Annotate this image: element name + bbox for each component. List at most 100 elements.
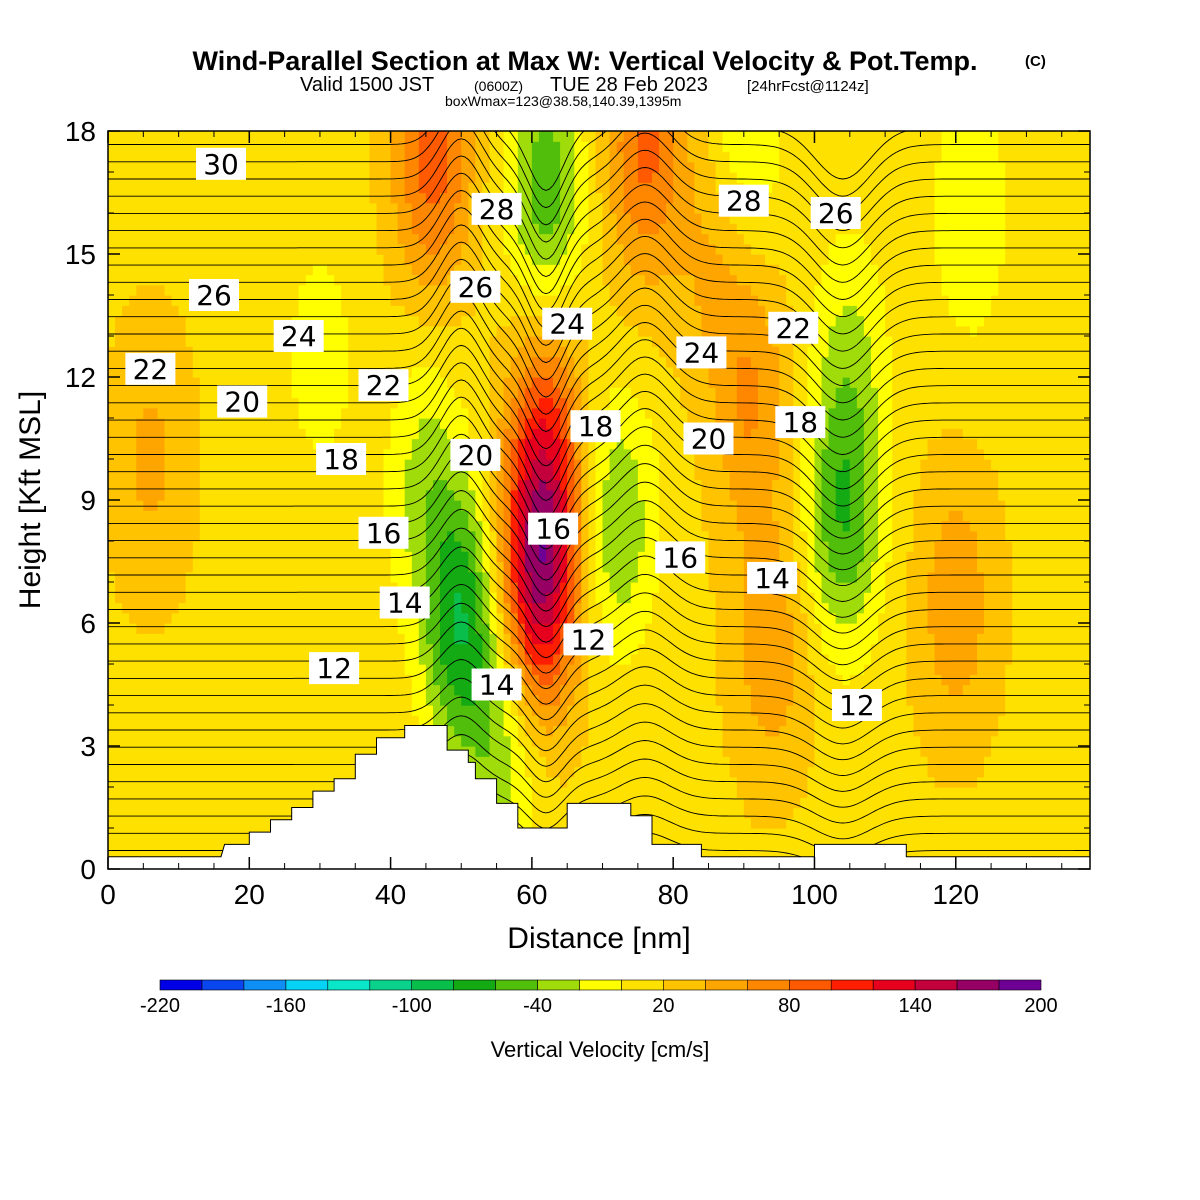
velocity-cell [348,582,356,593]
velocity-cell [185,694,194,706]
velocity-cell [228,551,236,563]
velocity-cell [312,407,321,419]
velocity-cell [397,674,406,686]
velocity-cell [206,315,215,327]
velocity-cell [411,377,420,388]
velocity-cell [249,489,257,501]
velocity-cell [418,377,427,388]
velocity-cell [178,325,187,337]
velocity-cell [164,346,173,358]
velocity-cell [164,582,173,593]
velocity-cell [115,202,123,214]
velocity-cell [418,141,427,153]
velocity-cell [263,459,272,470]
velocity-cell [588,715,597,727]
velocity-cell [185,459,194,470]
velocity-cell [122,151,130,163]
velocity-cell [185,838,194,850]
velocity-cell [496,387,505,399]
velocity-cell [178,161,187,173]
velocity-cell [178,315,187,327]
velocity-cell [150,407,159,419]
velocity-cell [581,510,589,522]
velocity-cell [277,356,286,368]
velocity-cell [206,346,215,358]
velocity-cell [256,592,265,604]
velocity-cell [454,664,462,675]
velocity-cell [496,510,505,522]
velocity-cell [305,387,314,399]
velocity-cell [560,653,568,665]
velocity-cell [108,602,116,614]
velocity-cell [199,551,208,563]
velocity-cell [178,848,187,860]
velocity-cell [214,243,222,255]
velocity-cell [418,336,427,347]
velocity-cell [199,623,208,634]
velocity-cell [312,141,321,153]
velocity-cell [284,131,293,142]
velocity-cell [228,643,236,655]
velocity-cell [581,500,589,511]
velocity-cell [214,838,222,850]
valid-date-label: TUE 28 Feb 2023 [550,74,708,96]
velocity-cell [228,756,236,768]
velocity-cell [411,674,420,686]
velocity-cell [440,623,448,634]
velocity-cell [524,233,533,245]
velocity-cell [164,551,173,563]
velocity-cell [192,602,201,614]
velocity-cell [122,735,130,747]
velocity-cell [319,633,328,645]
velocity-cell [157,469,166,481]
velocity-cell [164,643,173,655]
velocity-cell [185,530,194,542]
velocity-cell [305,725,314,737]
velocity-cell [242,807,250,819]
velocity-cell [397,356,406,368]
velocity-cell [199,684,208,696]
velocity-cell [454,141,462,153]
velocity-cell [291,684,300,696]
velocity-cell [242,541,250,552]
velocity-cell [355,161,363,173]
velocity-cell [546,346,554,358]
velocity-cell [256,325,265,337]
velocity-cell [284,264,293,276]
velocity-cell [171,500,180,511]
velocity-cell [108,202,116,214]
velocity-cell [263,469,272,481]
velocity-cell [263,633,272,645]
velocity-cell [510,172,519,183]
velocity-cell [277,233,286,245]
velocity-cell [433,223,441,235]
velocity-cell [298,551,307,563]
velocity-cell [136,571,144,583]
velocity-cell [588,694,597,706]
velocity-cell [263,366,272,378]
velocity-cell [531,766,540,778]
velocity-cell [129,735,137,747]
velocity-cell [263,715,272,727]
velocity-cell [199,418,208,429]
velocity-cell [242,633,250,645]
velocity-cell [206,725,215,737]
velocity-cell [270,407,279,419]
velocity-cell [305,735,314,747]
velocity-cell [574,725,582,737]
velocity-cell [157,582,166,593]
velocity-cell [150,141,159,153]
velocity-cell [348,233,356,245]
velocity-cell [263,643,272,655]
velocity-cell [115,264,123,276]
velocity-cell [206,264,215,276]
velocity-cell [397,428,406,440]
velocity-cell [334,284,342,296]
velocity-cell [369,715,378,727]
velocity-cell [433,500,441,511]
velocity-cell [263,182,272,194]
velocity-cell [277,571,286,583]
velocity-cell [531,387,540,399]
velocity-cell [312,592,321,604]
velocity-cell [136,561,144,573]
